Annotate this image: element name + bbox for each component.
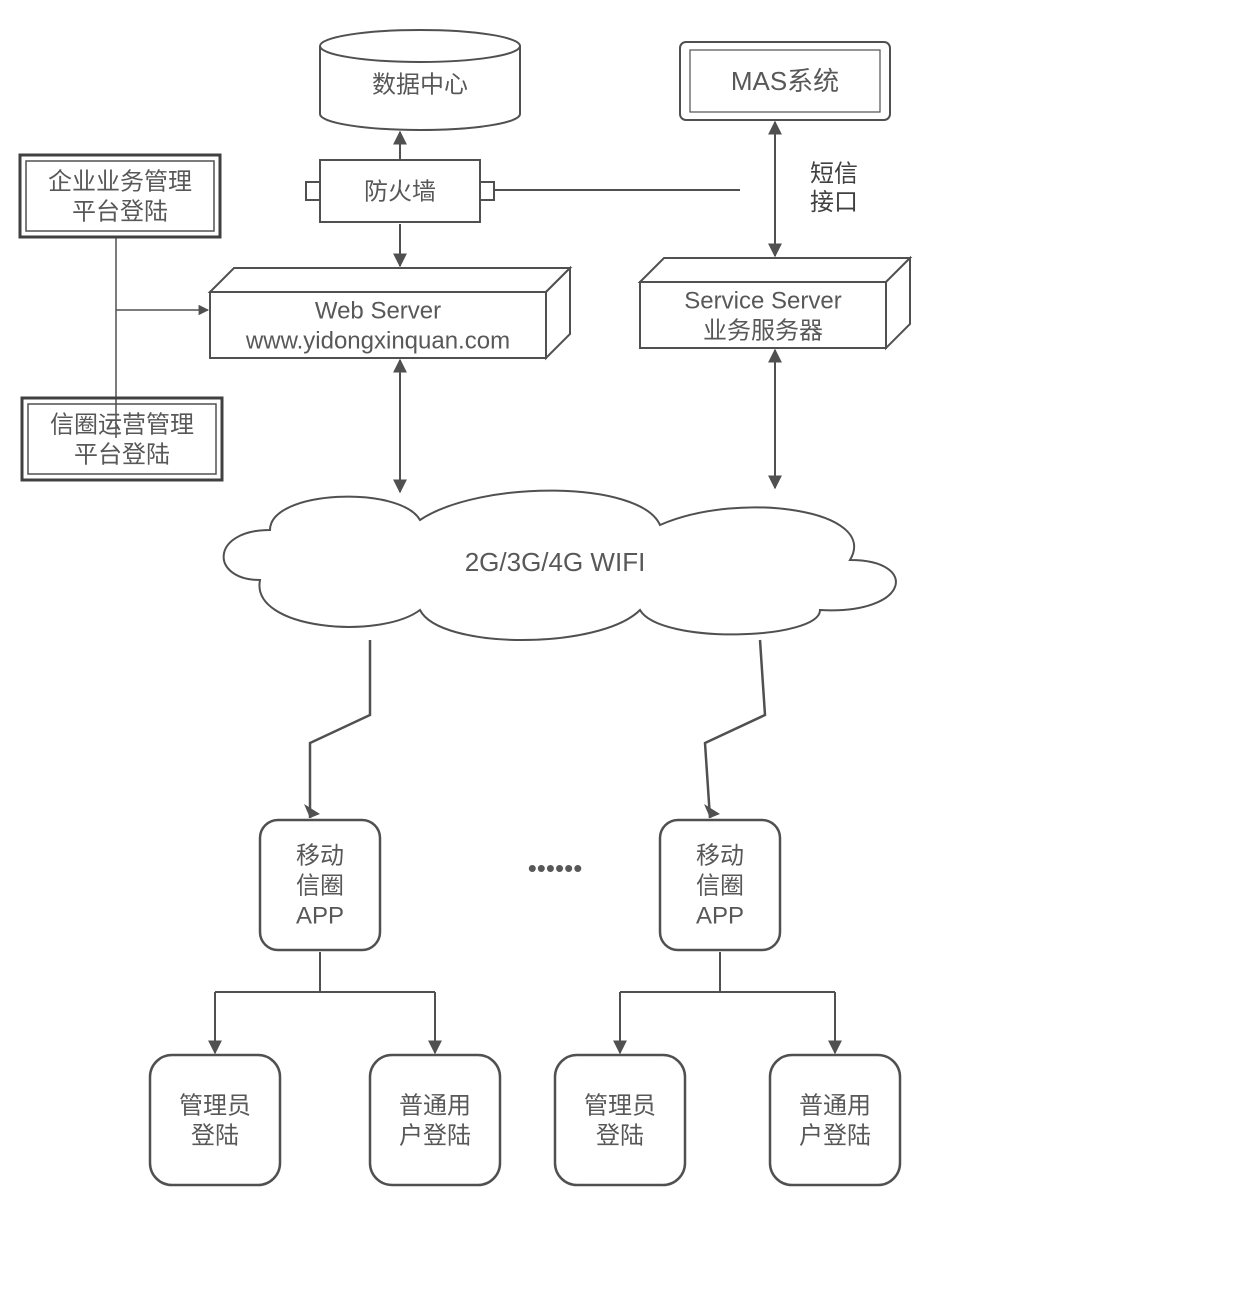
svg-text:平台登陆: 平台登陆 <box>74 441 170 468</box>
svg-text:信圈运营管理: 信圈运营管理 <box>50 411 194 438</box>
svg-text:户登陆: 户登陆 <box>799 1122 871 1149</box>
svg-text:信圈: 信圈 <box>296 872 344 899</box>
svg-text:普通用: 普通用 <box>399 1092 471 1119</box>
svg-text:企业业务管理: 企业业务管理 <box>48 168 192 195</box>
svg-text:APP: APP <box>296 902 344 929</box>
svg-text:平台登陆: 平台登陆 <box>72 198 168 225</box>
svg-text:登陆: 登陆 <box>596 1122 644 1149</box>
svg-text:Web Server: Web Server <box>315 297 441 324</box>
svg-text:业务服务器: 业务服务器 <box>703 317 823 344</box>
svg-text:防火墙: 防火墙 <box>364 178 436 205</box>
svg-text:移动: 移动 <box>696 842 744 869</box>
svg-text:移动: 移动 <box>296 842 344 869</box>
svg-text:MAS系统: MAS系统 <box>731 66 839 96</box>
svg-text:信圈: 信圈 <box>696 872 744 899</box>
svg-text:2G/3G/4G WIFI: 2G/3G/4G WIFI <box>465 547 646 577</box>
svg-text:数据中心: 数据中心 <box>372 71 468 98</box>
svg-text:管理员: 管理员 <box>179 1092 251 1119</box>
svg-text:管理员: 管理员 <box>584 1092 656 1119</box>
svg-text:普通用: 普通用 <box>799 1092 871 1119</box>
svg-text:Service Server: Service Server <box>684 287 841 314</box>
svg-text:短信: 短信 <box>810 160 858 187</box>
svg-text:www.yidongxinquan.com: www.yidongxinquan.com <box>245 327 510 354</box>
svg-text:接口: 接口 <box>810 189 858 216</box>
svg-text:登陆: 登陆 <box>191 1122 239 1149</box>
svg-text:APP: APP <box>696 902 744 929</box>
svg-text:••••••: •••••• <box>528 853 583 883</box>
diagram-canvas: 短信接口 数据中心 MAS系统企业业务管理平台登陆 防火墙 Web Server www.… <box>0 0 1240 1297</box>
svg-text:户登陆: 户登陆 <box>399 1122 471 1149</box>
